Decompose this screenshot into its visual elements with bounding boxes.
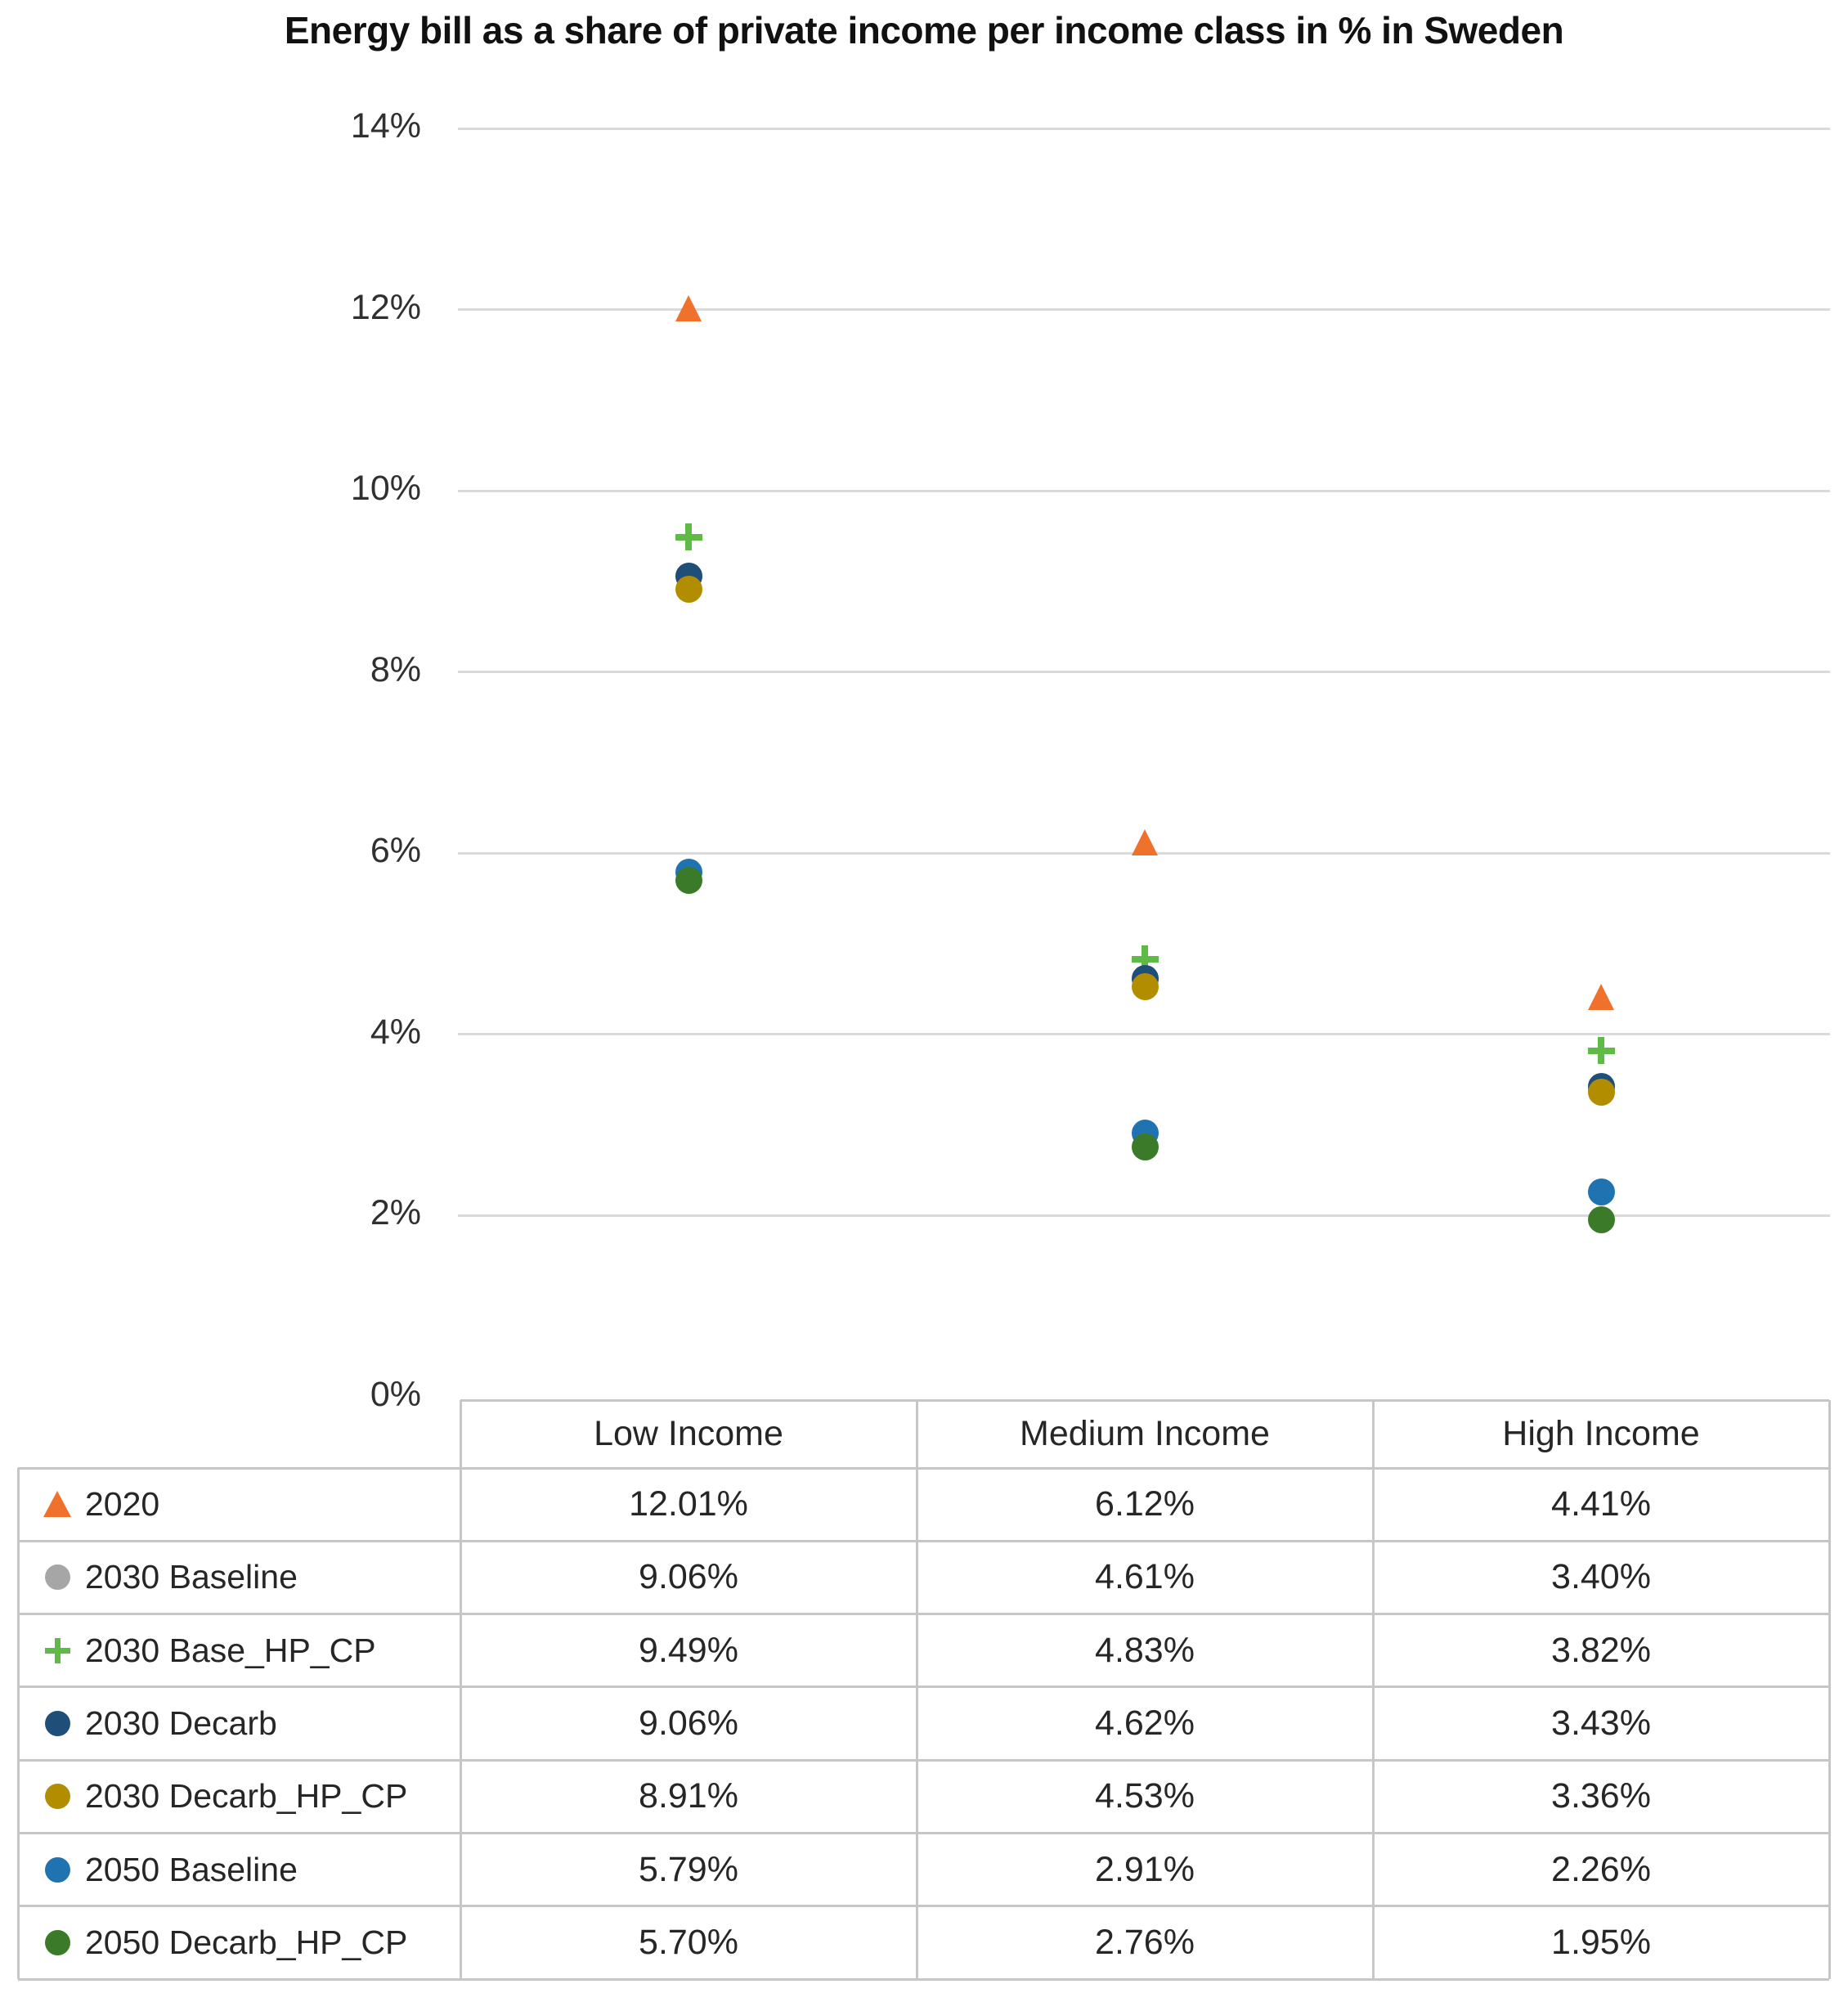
- table-border-line: [18, 1758, 1829, 1762]
- table-cell-2050-baseline-medium-income: 2.91%: [1095, 1849, 1195, 1889]
- table-cell-2020-high-income: 4.41%: [1551, 1484, 1651, 1524]
- circle-icon: [44, 1784, 70, 1810]
- y-axis-tick-label: 12%: [350, 287, 421, 327]
- y-axis-tick-label: 4%: [370, 1012, 421, 1052]
- data-point-2050-decarb-hp-cp-high-income: [1587, 1206, 1615, 1234]
- legend-marker-icon: [43, 1855, 72, 1884]
- table-cell-2030-baseline-high-income: 3.40%: [1551, 1557, 1651, 1597]
- data-point-2030-base-hp-cp-medium-income: [1131, 945, 1159, 973]
- plus-vertical-bar: [1598, 1037, 1604, 1065]
- legend-label: 2030 Decarb: [85, 1703, 277, 1742]
- table-border-line: [1828, 1400, 1831, 1979]
- table-cell-2030-baseline-low-income: 9.06%: [639, 1557, 738, 1597]
- data-point-2020-high-income: [1587, 984, 1614, 1011]
- table-cell-2030-base-hp-cp-medium-income: 4.83%: [1095, 1630, 1195, 1670]
- data-point-2030-decarb-hp-cp-medium-income: [1131, 972, 1159, 1000]
- table-border-line: [1371, 1400, 1375, 1979]
- data-point-2050-decarb-hp-cp-low-income: [675, 867, 702, 895]
- table-border-line: [915, 1400, 918, 1979]
- table-cell-2020-low-income: 12.01%: [629, 1484, 748, 1524]
- table-cell-2030-decarb-medium-income: 4.62%: [1095, 1703, 1195, 1743]
- legend-item-2050-decarb-hp-cp: 2050 Decarb_HP_CP: [29, 1906, 455, 1979]
- table-cell-2030-base-hp-cp-low-income: 9.49%: [639, 1630, 738, 1670]
- data-point-2050-decarb-hp-cp-medium-income: [1131, 1133, 1159, 1160]
- data-point-2030-decarb-hp-cp-high-income: [1587, 1079, 1615, 1106]
- table-cell-2050-baseline-high-income: 2.26%: [1551, 1849, 1651, 1889]
- circle-icon: [44, 1564, 70, 1591]
- table-cell-2020-medium-income: 6.12%: [1095, 1484, 1195, 1524]
- table-border-line: [459, 1400, 462, 1979]
- table-cell-2050-decarb-hp-cp-low-income: 5.70%: [639, 1922, 738, 1962]
- circle-icon: [44, 1929, 70, 1955]
- data-point-2020-medium-income: [1131, 828, 1158, 855]
- table-cell-2030-decarb-hp-cp-medium-income: 4.53%: [1095, 1776, 1195, 1816]
- legend-label: 2050 Baseline: [85, 1850, 298, 1888]
- gridline: [458, 489, 1830, 492]
- chart-title: Energy bill as a share of private income…: [284, 9, 1564, 52]
- table-border-line: [18, 1686, 1829, 1689]
- table-header-medium-income: Medium Income: [1020, 1414, 1270, 1453]
- data-point-2030-base-hp-cp-high-income: [1587, 1037, 1615, 1065]
- legend-item-2050-baseline: 2050 Baseline: [29, 1833, 455, 1905]
- legend-label: 2030 Decarb_HP_CP: [85, 1777, 408, 1816]
- gridline: [458, 1214, 1830, 1217]
- table-cell-2050-baseline-low-income: 5.79%: [639, 1849, 738, 1889]
- plus-vertical-bar: [685, 523, 692, 551]
- table-cell-2030-base-hp-cp-high-income: 3.82%: [1551, 1630, 1651, 1670]
- legend-label: 2030 Baseline: [85, 1558, 298, 1596]
- circle-icon: [44, 1856, 70, 1883]
- table-header-high-income: High Income: [1502, 1414, 1700, 1453]
- legend-item-2030-baseline: 2030 Baseline: [29, 1541, 455, 1614]
- gridline: [458, 671, 1830, 674]
- data-point-2030-decarb-hp-cp-low-income: [675, 576, 702, 604]
- legend-item-2030-base-hp-cp: 2030 Base_HP_CP: [29, 1614, 455, 1687]
- table-cell-2050-decarb-hp-cp-medium-income: 2.76%: [1095, 1922, 1195, 1962]
- table-cell-2050-decarb-hp-cp-high-income: 1.95%: [1551, 1922, 1651, 1962]
- legend-marker-icon: [43, 1782, 72, 1811]
- table-cell-2030-decarb-hp-cp-high-income: 3.36%: [1551, 1776, 1651, 1816]
- gridline: [458, 127, 1830, 130]
- table-border-line: [18, 1831, 1829, 1834]
- triangle-icon: [43, 1491, 71, 1518]
- table-cell-2030-decarb-high-income: 3.43%: [1551, 1703, 1651, 1743]
- table-border-line: [18, 1539, 1829, 1542]
- table-header-low-income: Low Income: [594, 1414, 783, 1453]
- legend-label: 2020: [85, 1485, 160, 1524]
- y-axis-tick-label: 8%: [370, 649, 421, 689]
- data-point-2030-base-hp-cp-low-income: [675, 523, 702, 551]
- y-axis-tick-label: 14%: [350, 106, 421, 146]
- legend-marker-icon: [43, 1636, 72, 1665]
- data-point-2020-low-income: [675, 295, 702, 322]
- table-border-line: [18, 1905, 1829, 1908]
- legend-marker-icon: [43, 1563, 72, 1592]
- table-cell-2030-baseline-medium-income: 4.61%: [1095, 1557, 1195, 1597]
- table-cell-2030-decarb-low-income: 9.06%: [639, 1703, 738, 1743]
- y-axis-tick-label: 2%: [370, 1193, 421, 1233]
- legend-marker-icon: [43, 1490, 72, 1519]
- legend-marker-icon: [43, 1928, 72, 1957]
- circle-icon: [44, 1710, 70, 1736]
- legend-item-2030-decarb: 2030 Decarb: [29, 1687, 455, 1760]
- legend-label: 2030 Base_HP_CP: [85, 1631, 376, 1669]
- table-border-line: [460, 1398, 1829, 1402]
- table-cell-2030-decarb-hp-cp-low-income: 8.91%: [639, 1776, 738, 1816]
- legend-label: 2050 Decarb_HP_CP: [85, 1923, 408, 1961]
- plus-vertical-bar: [1142, 945, 1148, 973]
- y-axis-tick-label: 6%: [370, 831, 421, 871]
- legend-marker-icon: [43, 1708, 72, 1738]
- legend-item-2020: 2020: [29, 1468, 455, 1541]
- data-point-2050-baseline-high-income: [1587, 1178, 1615, 1206]
- table-border-line: [18, 1466, 1829, 1470]
- table-border-line: [16, 1468, 20, 1979]
- plus-icon: [44, 1637, 70, 1663]
- legend-item-2030-decarb-hp-cp: 2030 Decarb_HP_CP: [29, 1760, 455, 1833]
- table-border-line: [18, 1613, 1829, 1616]
- gridline: [458, 308, 1830, 312]
- table-border-line: [18, 1977, 1829, 1981]
- y-axis-tick-label: 10%: [350, 469, 421, 509]
- y-axis-tick-label: 0%: [370, 1375, 421, 1414]
- plus-vertical-bar: [54, 1637, 61, 1663]
- gridline: [458, 1033, 1830, 1036]
